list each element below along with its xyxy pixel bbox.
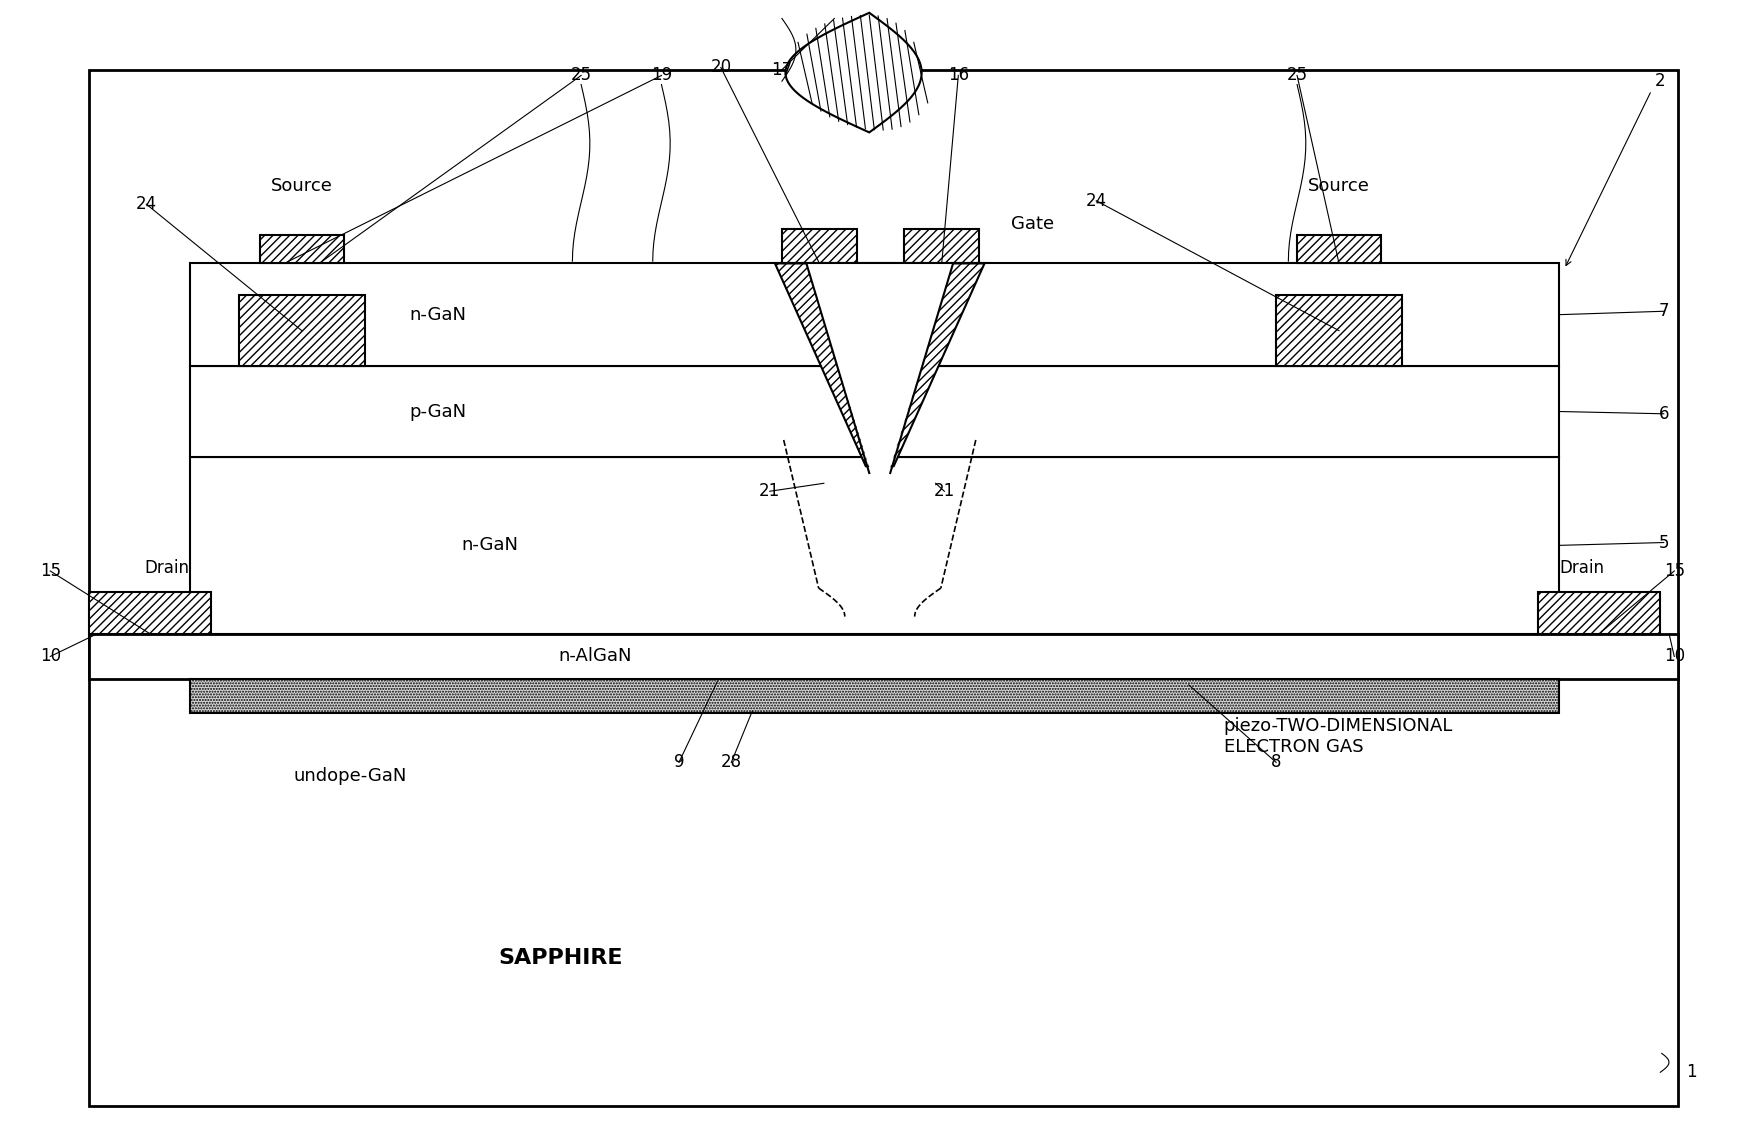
Text: 1: 1: [1685, 1063, 1696, 1081]
Text: 7: 7: [1657, 303, 1668, 320]
Bar: [260, 235, 343, 264]
Bar: [781, 230, 857, 264]
Text: 20: 20: [710, 58, 731, 77]
Text: Gate: Gate: [1010, 215, 1054, 233]
Text: Drain: Drain: [145, 558, 191, 577]
Bar: [89, 592, 212, 634]
Text: 16: 16: [947, 66, 968, 85]
Polygon shape: [774, 264, 984, 466]
Polygon shape: [785, 13, 921, 132]
Text: SAPPHIRE: SAPPHIRE: [498, 948, 622, 968]
Text: 6: 6: [1657, 404, 1668, 423]
Text: 10: 10: [40, 648, 61, 666]
Text: p-GaN: p-GaN: [409, 402, 467, 420]
Text: 25: 25: [570, 66, 591, 85]
Text: Source: Source: [1308, 177, 1369, 195]
Bar: [191, 679, 1557, 714]
Bar: [1276, 296, 1402, 365]
Text: Drain: Drain: [1557, 558, 1603, 577]
Bar: [191, 264, 1557, 365]
Text: undope-GaN: undope-GaN: [294, 767, 407, 785]
Polygon shape: [774, 264, 984, 466]
Text: 21: 21: [933, 482, 954, 500]
Bar: [191, 365, 1557, 457]
Bar: [239, 296, 364, 365]
Bar: [904, 230, 979, 264]
Text: 2: 2: [1654, 72, 1664, 90]
Text: piezo-TWO-DIMENSIONAL
ELECTRON GAS: piezo-TWO-DIMENSIONAL ELECTRON GAS: [1224, 717, 1453, 756]
Text: Source: Source: [271, 177, 332, 195]
Bar: [1536, 592, 1659, 634]
Polygon shape: [806, 264, 953, 472]
Text: 15: 15: [40, 562, 61, 580]
Text: 28: 28: [720, 754, 741, 771]
Text: 9: 9: [673, 754, 683, 771]
Text: 19: 19: [650, 66, 671, 85]
Text: 21: 21: [759, 482, 780, 500]
Text: 8: 8: [1271, 754, 1281, 771]
Text: 25: 25: [1287, 66, 1308, 85]
Text: 24: 24: [1086, 192, 1106, 210]
Bar: [1297, 235, 1381, 264]
Text: 17: 17: [771, 61, 792, 79]
Text: 10: 10: [1662, 648, 1683, 666]
Text: n-AlGaN: n-AlGaN: [558, 648, 631, 666]
Text: 5: 5: [1657, 533, 1668, 552]
Text: 15: 15: [1662, 562, 1683, 580]
Text: 24: 24: [136, 195, 157, 214]
Text: n-GaN: n-GaN: [409, 306, 467, 323]
Bar: [89, 634, 1676, 679]
Bar: [191, 457, 1557, 634]
Text: n-GaN: n-GaN: [461, 537, 519, 554]
